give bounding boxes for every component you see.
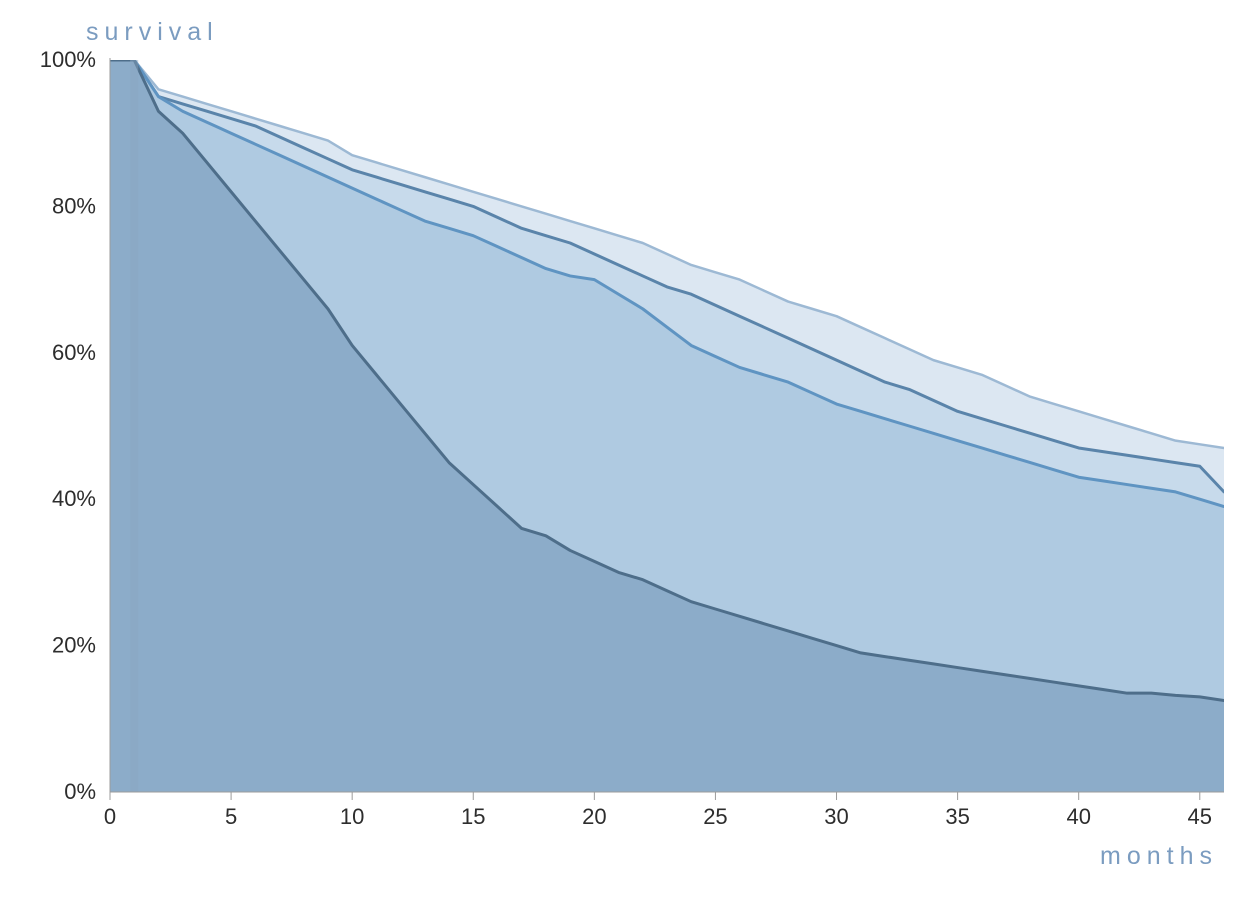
y-tick-label-40: 40% <box>52 486 96 511</box>
x-tick-label-30: 30 <box>824 804 848 829</box>
x-tick-label-45: 45 <box>1188 804 1212 829</box>
y-tick-label-80: 80% <box>52 193 96 218</box>
y-axis-title: survival <box>86 18 219 46</box>
x-tick-label-15: 15 <box>461 804 485 829</box>
x-tick-label-25: 25 <box>703 804 727 829</box>
survival-chart: 0% 20% 40% 60% 80% 100% 0 5 10 15 20 25 30 35 40 45 surv… <box>0 0 1254 902</box>
x-tick-label-0: 0 <box>104 804 116 829</box>
x-tick-label-5: 5 <box>225 804 237 829</box>
x-tick-label-20: 20 <box>582 804 606 829</box>
x-tick-label-10: 10 <box>340 804 364 829</box>
chart-svg: 0% 20% 40% 60% 80% 100% 0 5 10 15 20 25 30 35 40 45 surv… <box>0 0 1254 902</box>
x-tick-label-40: 40 <box>1066 804 1090 829</box>
x-tick-label-35: 35 <box>945 804 969 829</box>
y-tick-label-0: 0% <box>64 779 96 804</box>
y-tick-label-60: 60% <box>52 340 96 365</box>
y-tick-label-100: 100% <box>40 47 96 72</box>
y-tick-label-20: 20% <box>52 633 96 658</box>
start-marker <box>130 60 138 792</box>
x-axis-title: months <box>1100 842 1218 870</box>
